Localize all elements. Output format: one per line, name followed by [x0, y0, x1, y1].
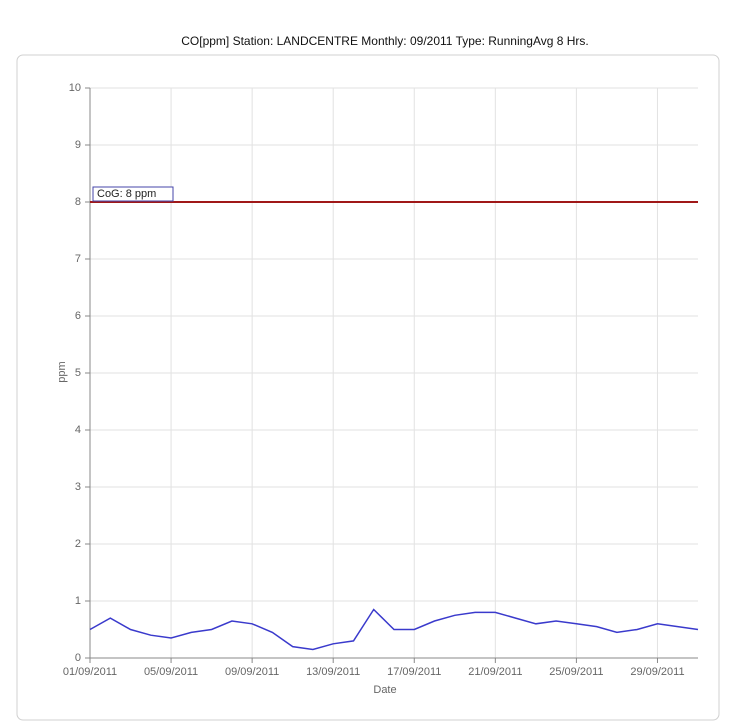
y-axis-label: ppm — [56, 361, 68, 382]
threshold-label: CoG: 8 ppm — [97, 188, 156, 200]
y-tick-label: 0 — [75, 652, 81, 664]
chart-title: CO[ppm] Station: LANDCENTRE Monthly: 09/… — [181, 34, 589, 48]
y-tick-label: 4 — [75, 424, 81, 436]
threshold-label-box — [92, 186, 174, 202]
y-tick-label: 5 — [75, 367, 81, 379]
x-tick-label: 17/09/2011 — [387, 666, 441, 678]
y-tick-label: 7 — [75, 253, 81, 265]
y-tick-label: 6 — [75, 310, 81, 322]
x-tick-label: 29/09/2011 — [630, 666, 684, 678]
x-tick-label: 21/09/2011 — [468, 666, 522, 678]
y-tick-label: 3 — [75, 481, 81, 493]
x-tick-label: 01/09/2011 — [63, 666, 117, 678]
x-tick-label: 25/09/2011 — [549, 666, 603, 678]
y-tick-label: 10 — [69, 82, 81, 94]
chart-frame — [16, 54, 720, 721]
y-tick-label: 1 — [75, 595, 81, 607]
x-tick-label: 13/09/2011 — [306, 666, 360, 678]
y-tick-label: 9 — [75, 139, 81, 151]
x-axis-label: Date — [373, 684, 396, 696]
data-line — [89, 608, 699, 651]
y-tick-label: 2 — [75, 538, 81, 550]
x-tick-label: 05/09/2011 — [144, 666, 198, 678]
y-tick-label: 8 — [75, 196, 81, 208]
x-tick-label: 09/09/2011 — [225, 666, 279, 678]
